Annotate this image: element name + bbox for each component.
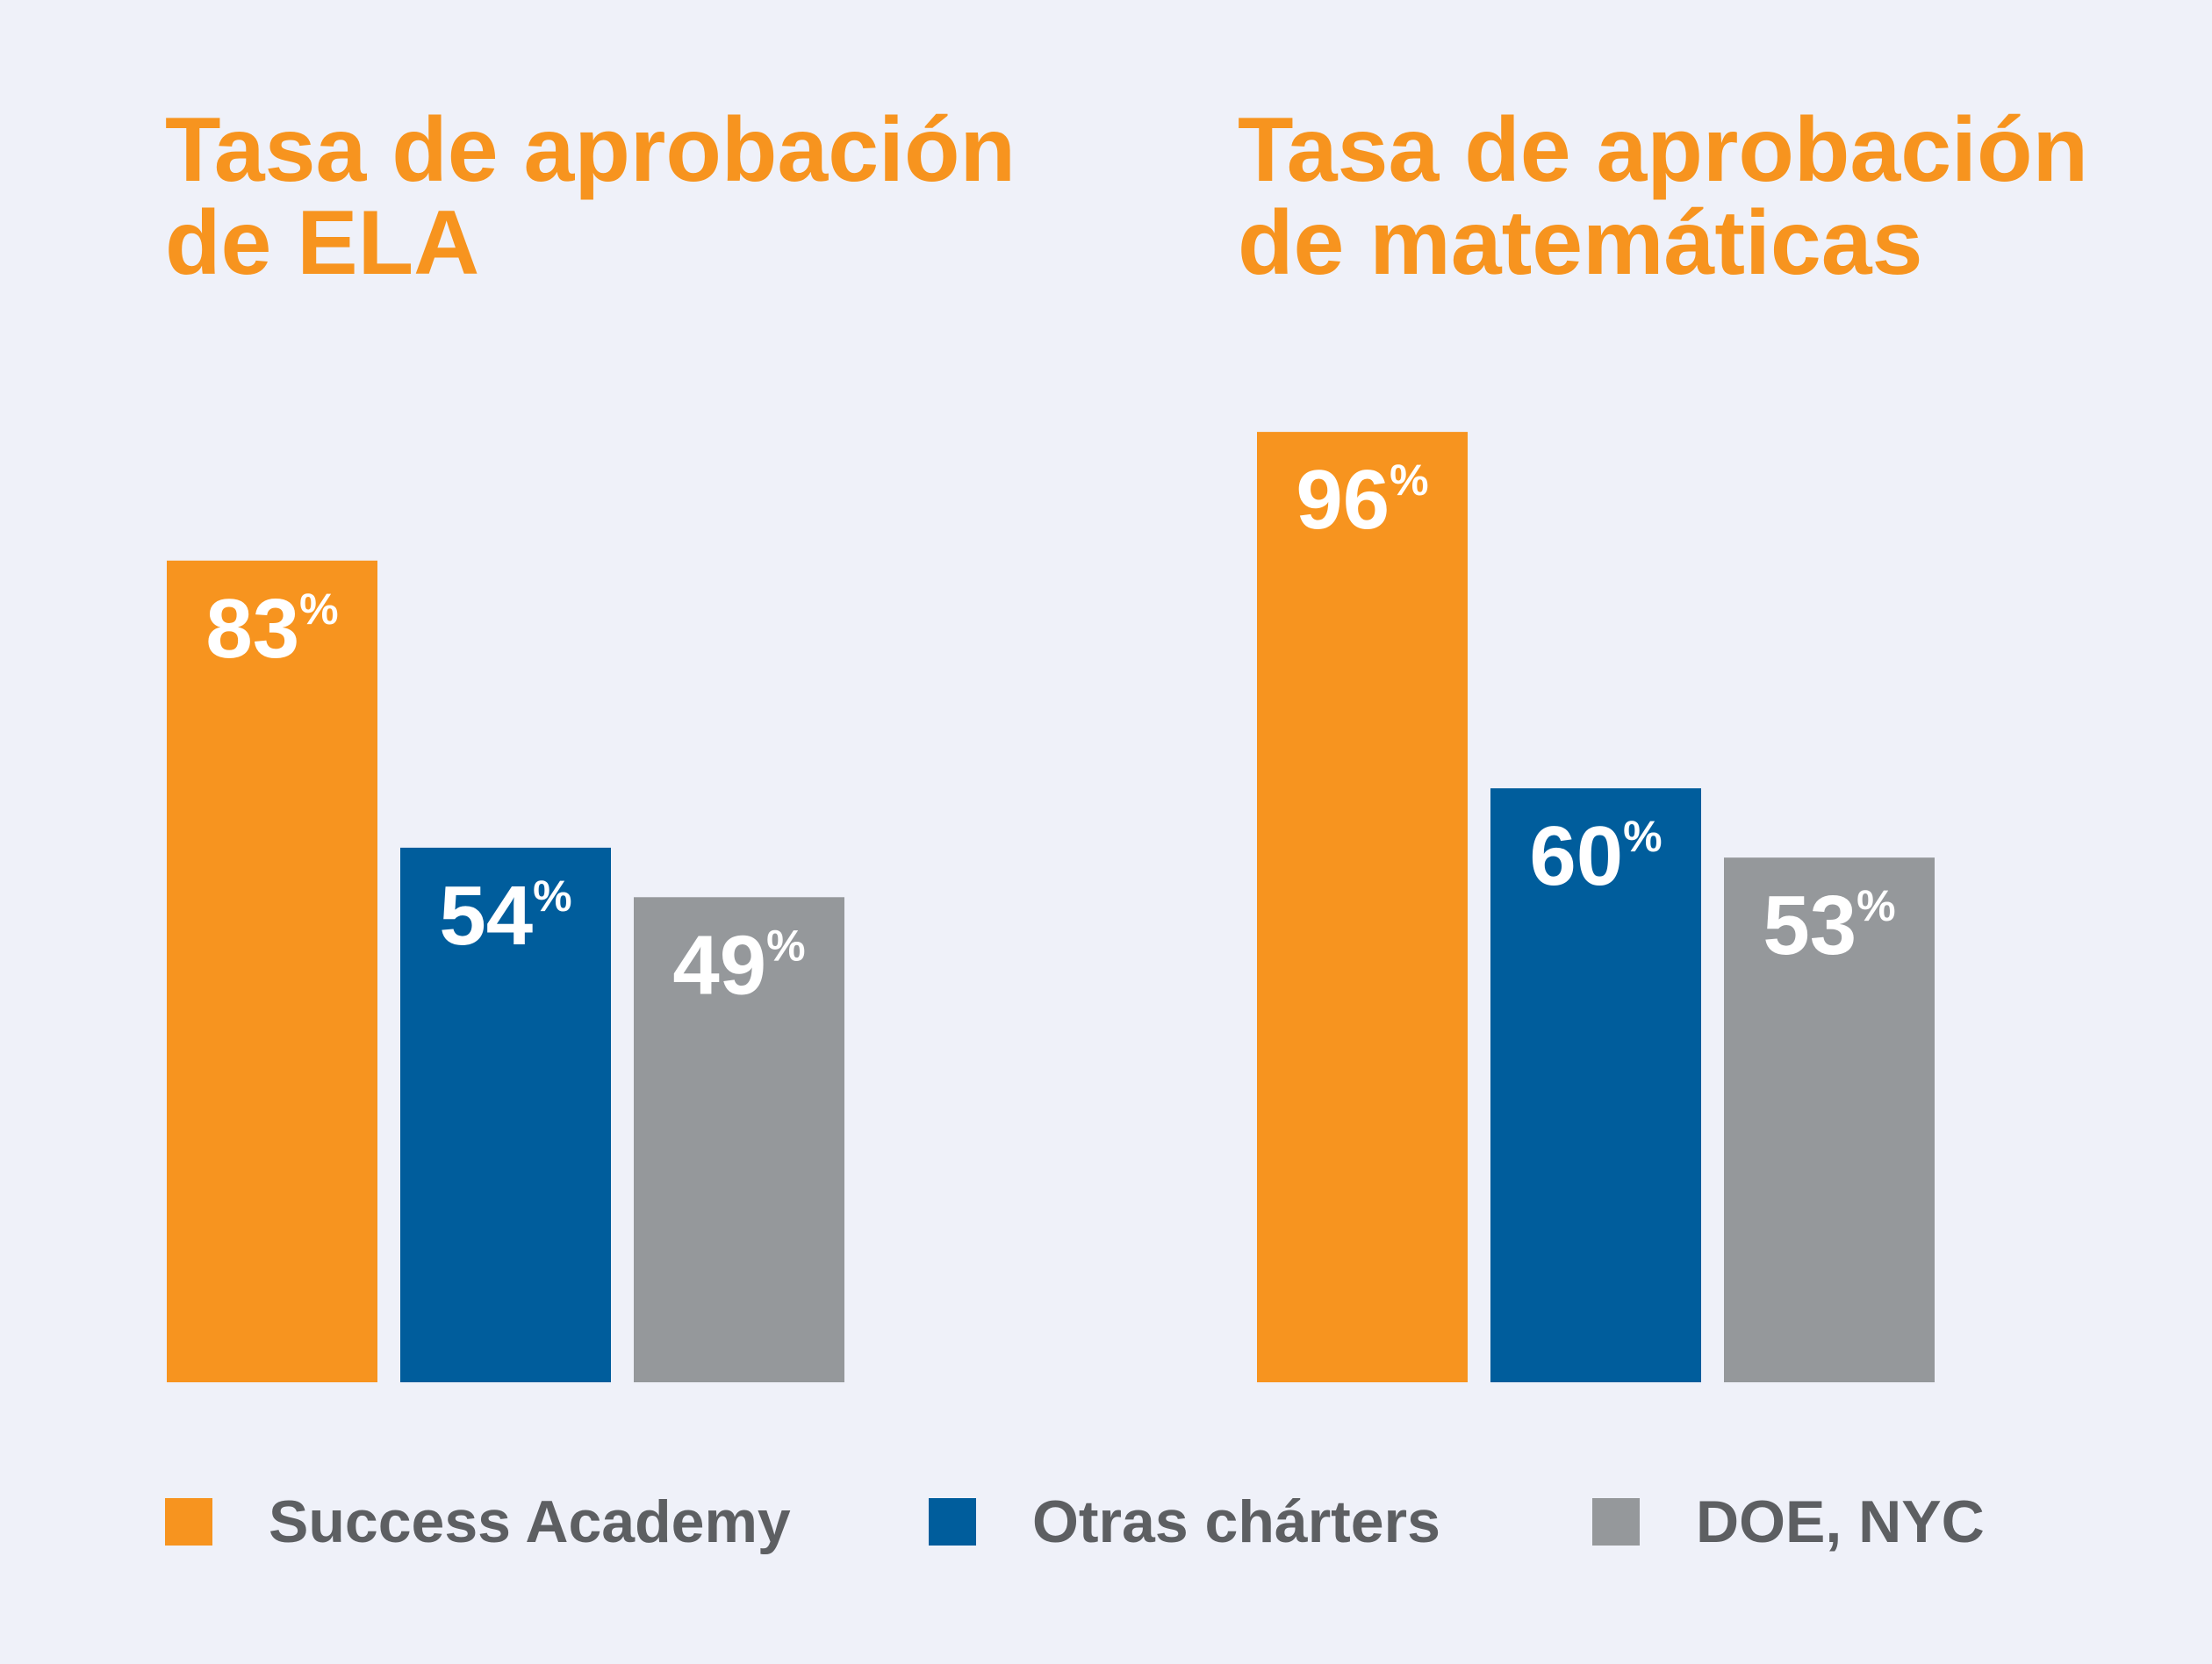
ela-value-number-otras-charters: 54 [439,869,533,963]
legend-label-success-academy: Success Academy [269,1488,791,1555]
math-bar-doe-nyc [1724,857,1935,1382]
ela-bar-doe-nyc [634,897,844,1382]
legend-swatch-doe-nyc [1592,1498,1640,1546]
legend-swatch-otras-charters [929,1498,976,1546]
ela-value-number-success-academy: 83 [205,582,299,676]
math-value-label-doe-nyc: 53% [1763,879,1895,972]
legend-item-success-academy: Success Academy [165,1483,791,1560]
math-title-line-2: de matemáticas [1238,192,1923,294]
ela-title-line-2: de ELA [165,192,480,294]
ela-bar-success-academy [167,560,377,1382]
math-value-number-otras-charters: 60 [1529,809,1623,903]
legend-swatch-success-academy [165,1498,212,1546]
ela-value-unit-otras-charters: % [533,871,571,921]
ela-value-number-doe-nyc: 49 [672,918,766,1012]
math-bar-success-academy [1257,432,1468,1382]
legend-item-doe-nyc: DOE, NYC [1592,1483,1985,1560]
ela-value-label-success-academy: 83% [205,582,338,676]
ela-value-label-doe-nyc: 49% [672,918,805,1012]
math-bar-otras-charters [1490,788,1701,1382]
ela-chart-title: Tasa de aprobación de ELA [165,104,1078,290]
ela-value-unit-doe-nyc: % [766,921,805,970]
math-value-unit-success-academy: % [1390,455,1428,505]
math-chart-title: Tasa de aprobación de matemáticas [1238,104,2151,290]
ela-title-line-1: Tasa de aprobación [165,99,1016,201]
math-title-line-1: Tasa de aprobación [1238,99,2089,201]
ela-value-unit-success-academy: % [299,585,338,634]
math-value-label-otras-charters: 60% [1529,809,1662,903]
math-value-unit-doe-nyc: % [1856,881,1895,930]
math-value-label-success-academy: 96% [1296,453,1428,547]
math-value-number-doe-nyc: 53 [1763,879,1856,972]
legend-label-doe-nyc: DOE, NYC [1696,1488,1985,1555]
legend-item-otras-charters: Otras chárters [929,1483,1440,1560]
legend-label-otras-charters: Otras chárters [1032,1488,1440,1555]
math-value-number-success-academy: 96 [1296,453,1390,547]
ela-bar-otras-charters [400,847,611,1382]
math-value-unit-otras-charters: % [1623,812,1662,861]
ela-value-label-otras-charters: 54% [439,869,571,963]
